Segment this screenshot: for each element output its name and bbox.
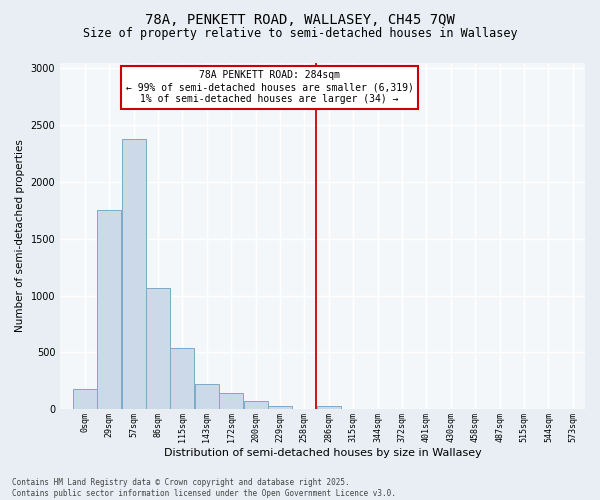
Bar — [268, 406, 292, 409]
Bar — [317, 406, 341, 409]
Text: 78A PENKETT ROAD: 284sqm
← 99% of semi-detached houses are smaller (6,319)
1% of: 78A PENKETT ROAD: 284sqm ← 99% of semi-d… — [125, 70, 413, 104]
Y-axis label: Number of semi-detached properties: Number of semi-detached properties — [15, 140, 25, 332]
Bar — [195, 384, 219, 409]
Bar — [73, 390, 97, 409]
Bar — [170, 348, 194, 409]
Bar — [292, 408, 316, 409]
Bar — [122, 138, 146, 409]
X-axis label: Distribution of semi-detached houses by size in Wallasey: Distribution of semi-detached houses by … — [164, 448, 481, 458]
Bar — [146, 288, 170, 409]
Bar — [244, 400, 268, 409]
Bar — [97, 210, 121, 409]
Text: 78A, PENKETT ROAD, WALLASEY, CH45 7QW: 78A, PENKETT ROAD, WALLASEY, CH45 7QW — [145, 12, 455, 26]
Bar — [219, 394, 243, 409]
Text: Contains HM Land Registry data © Crown copyright and database right 2025.
Contai: Contains HM Land Registry data © Crown c… — [12, 478, 396, 498]
Text: Size of property relative to semi-detached houses in Wallasey: Size of property relative to semi-detach… — [83, 28, 517, 40]
